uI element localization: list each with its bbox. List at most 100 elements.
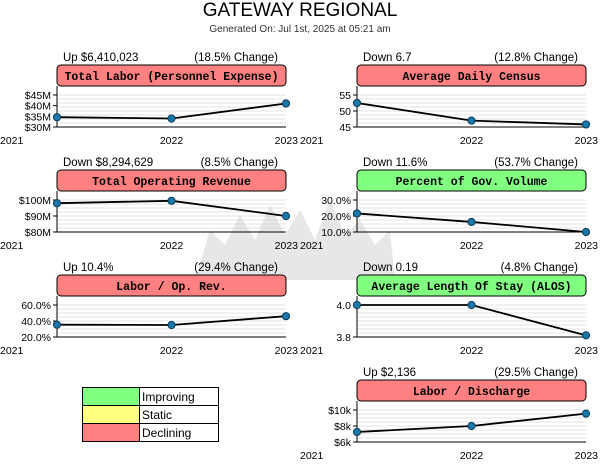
y-tick-label: $90M	[25, 211, 51, 223]
data-point	[581, 331, 591, 340]
chart-title: Percent of Gov. Volume	[396, 176, 548, 189]
x-tick-label: 2022	[160, 240, 184, 252]
data-point	[167, 320, 176, 330]
y-tick-label: 45	[339, 122, 351, 134]
data-point	[581, 120, 591, 129]
title-banner	[356, 64, 587, 87]
x-tick-label: 2021	[0, 345, 24, 357]
summary-text: Down 11.6%	[363, 157, 427, 169]
y-tick-label: $8k	[334, 421, 352, 433]
x-tick-label: 2022	[460, 240, 484, 252]
change-text: (4.8% Change)	[501, 262, 579, 274]
y-tick-label: $40M	[25, 101, 51, 113]
y-tick-label: 30.0%	[321, 195, 351, 207]
legend-swatch-declining	[82, 423, 140, 442]
title-banner	[56, 169, 287, 192]
legend-swatch-static	[82, 405, 140, 424]
summary-text: Up 10.4%	[63, 262, 114, 274]
title-banner	[56, 64, 287, 87]
title-banner	[356, 379, 587, 402]
x-tick-label: 2023	[275, 135, 299, 147]
data-point	[467, 300, 476, 310]
legend-row-improving: Improving	[82, 387, 219, 406]
legend-row-declining: Declining	[82, 423, 219, 442]
panel-labor-op-rev: Up 10.4% (29.4% Change) Labor / Op. Rev. 20…	[0, 262, 299, 357]
title-banner	[56, 274, 287, 297]
data-point	[352, 427, 362, 437]
summary-text: Down 6.7	[363, 52, 412, 64]
y-tick-label: $45M	[25, 90, 51, 102]
panel-average-length-of-stay: Down 0.19 (4.8% Change) Average Length Of …	[300, 262, 599, 357]
y-tick-label: 20.0%	[321, 211, 351, 223]
y-tick-label: 55	[339, 90, 351, 102]
x-tick-label: 2021	[0, 240, 24, 252]
y-tick-label: 50	[339, 106, 351, 118]
panel-labor-per-discharge: Up $2,136 (29.5% Change) Labor / Discharge…	[300, 367, 599, 462]
data-point	[581, 409, 591, 418]
x-tick-label: 2021	[300, 240, 324, 252]
change-text: (29.4% Change)	[194, 262, 278, 274]
y-tick-label: 20.0%	[21, 332, 51, 344]
data-point	[581, 227, 591, 237]
x-tick-label: 2021	[300, 345, 324, 357]
status-legend: Improving Static Declining	[82, 387, 219, 442]
x-tick-label: 2023	[575, 345, 599, 357]
summary-text: Down $8,294,629	[63, 157, 153, 169]
chart-title: Total Labor (Personnel Expense)	[65, 71, 279, 84]
change-text: (29.5% Change)	[494, 367, 578, 379]
x-tick-label: 2021	[300, 450, 324, 462]
data-point	[281, 312, 291, 321]
change-text: (53.7% Change)	[494, 157, 578, 169]
y-tick-label: 4.0	[336, 300, 351, 312]
change-text: (8.5% Change)	[201, 157, 279, 169]
y-tick-label: $100M	[19, 195, 51, 207]
x-tick-label: 2021	[300, 135, 324, 147]
x-tick-label: 2022	[460, 345, 484, 357]
x-tick-label: 2023	[575, 240, 599, 252]
data-point	[467, 116, 476, 125]
panel-percent-gov-volume: Down 11.6% (53.7% Change) Percent of Gov. …	[300, 157, 599, 252]
report-title: GATEWAY REGIONAL	[202, 0, 398, 21]
change-text: (18.5% Change)	[194, 52, 278, 64]
panel-total-labor: Up $6,410,023 (18.5% Change) Total Labor (…	[0, 52, 299, 147]
legend-row-static: Static	[82, 405, 219, 424]
legend-label-static: Static	[139, 405, 219, 424]
data-point	[352, 209, 362, 218]
x-tick-label: 2022	[160, 135, 184, 147]
data-point	[52, 320, 62, 329]
y-tick-label: $10k	[328, 405, 352, 417]
data-point	[167, 196, 176, 205]
x-tick-label: 2023	[575, 450, 599, 462]
summary-text: Up $2,136	[363, 367, 416, 379]
y-tick-label: 60.0%	[21, 300, 51, 312]
x-tick-label: 2022	[460, 135, 484, 147]
generated-timestamp: Generated On: Jul 1st, 2025 at 05:21 am	[209, 24, 391, 35]
title-banner	[356, 169, 587, 192]
data-point	[167, 114, 176, 123]
chart-title: Average Daily Census	[402, 71, 540, 84]
data-point	[52, 113, 62, 122]
panel-total-operating-revenue: Down $8,294,629 (8.5% Change) Total Operat…	[0, 157, 298, 252]
summary-text: Up $6,410,023	[63, 52, 138, 64]
x-tick-label: 2023	[575, 135, 599, 147]
title-banner	[356, 274, 587, 297]
data-point	[467, 217, 476, 227]
data-point	[281, 99, 291, 108]
y-tick-label: 40.0%	[21, 316, 51, 328]
data-point	[467, 421, 476, 431]
summary-text: Down 0.19	[363, 262, 418, 274]
x-tick-label: 2022	[160, 345, 184, 357]
y-tick-label: 10.0%	[321, 227, 351, 239]
y-tick-label: $35M	[25, 111, 51, 123]
y-tick-label: 3.8	[336, 332, 351, 344]
legend-label-declining: Declining	[139, 423, 219, 442]
data-point	[352, 98, 362, 108]
change-text: (12.8% Change)	[494, 52, 578, 64]
data-point	[281, 211, 291, 221]
watermark-logo	[195, 200, 395, 280]
data-point	[352, 300, 362, 310]
series-line	[357, 304, 587, 337]
legend-label-improving: Improving	[139, 387, 219, 406]
x-tick-label: 2023	[275, 345, 299, 357]
y-tick-label: $6k	[334, 437, 352, 449]
